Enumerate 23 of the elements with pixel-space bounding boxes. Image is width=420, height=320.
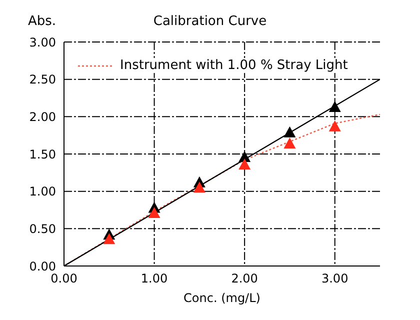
y-axis-title: Abs. xyxy=(28,14,56,29)
point xyxy=(284,126,296,138)
chart-title: Calibration Curve xyxy=(153,14,267,29)
x-tick-label: 3.00 xyxy=(322,272,348,286)
point xyxy=(328,120,341,132)
x-tick-label: 2.00 xyxy=(231,272,258,286)
y-tick-label: 0.00 xyxy=(29,259,56,274)
point xyxy=(328,100,341,112)
y-tick-label: 1.50 xyxy=(29,147,56,162)
point xyxy=(284,138,296,149)
y-tick-label: 2.50 xyxy=(29,72,56,87)
y-tick-label: 1.00 xyxy=(29,184,56,199)
x-axis-title: Conc. (mg/L) xyxy=(184,291,260,305)
x-tick-label: 0.00 xyxy=(50,272,78,286)
point xyxy=(148,206,160,218)
point xyxy=(193,182,206,193)
x-tick-label: 1.00 xyxy=(140,272,168,286)
y-tick-label: 0.50 xyxy=(29,222,56,236)
point xyxy=(238,158,251,170)
y-tick-label: 2.00 xyxy=(29,110,56,124)
y-tick-label: 3.00 xyxy=(29,35,56,50)
legend-label: Instrument with 1.00 % Stray Light xyxy=(120,58,348,73)
point xyxy=(103,233,116,244)
